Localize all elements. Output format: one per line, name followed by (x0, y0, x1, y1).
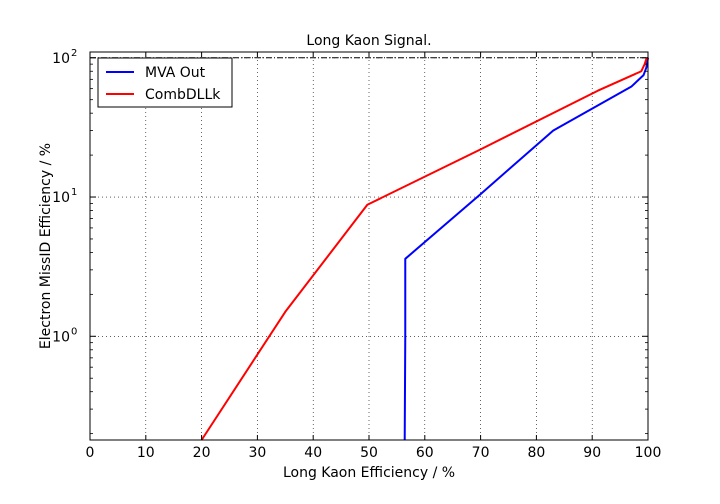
y-axis-label: Electron MissID Efficiency / % (38, 143, 54, 349)
x-tick-label: 0 (86, 445, 95, 461)
series-group (200, 56, 649, 441)
legend-label-mva-out: MVA Out (145, 65, 206, 81)
y-tick-exponent: 0 (71, 326, 77, 337)
x-axis-label: Long Kaon Efficiency / % (283, 465, 455, 481)
y-tick-label: 10 (52, 329, 70, 345)
x-tick-label: 70 (472, 445, 490, 461)
x-tick-label: 20 (193, 445, 211, 461)
series-line-combdllk (200, 56, 649, 441)
x-tick-label: 50 (360, 445, 378, 461)
y-tick-exponent: 2 (71, 48, 77, 59)
grid (90, 52, 648, 440)
x-tick-label: 60 (416, 445, 434, 461)
y-tick-label: 10 (52, 51, 70, 67)
y-tick-label: 10 (52, 190, 70, 206)
legend-box (97, 57, 233, 108)
chart-title: Long Kaon Signal. (306, 33, 431, 49)
x-tick-label: 80 (527, 445, 545, 461)
x-tick-label: 40 (304, 445, 322, 461)
series-line-mva-out (403, 57, 649, 441)
x-tick-label: 30 (248, 445, 266, 461)
x-tick-label: 10 (137, 445, 155, 461)
legend: MVA Out CombDLLk (97, 57, 233, 108)
x-tick-label: 90 (583, 445, 601, 461)
legend-label-combdllk: CombDLLk (145, 87, 221, 103)
x-tick-label: 100 (635, 445, 662, 461)
y-tick-exponent: 1 (71, 187, 77, 198)
